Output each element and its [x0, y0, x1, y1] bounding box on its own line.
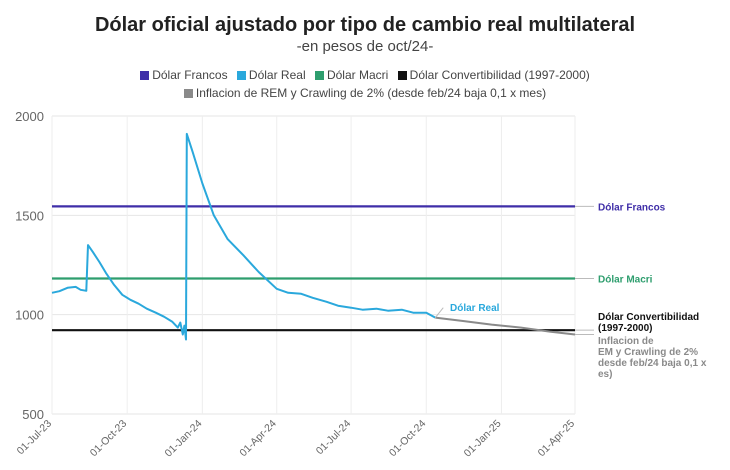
x-tick-label: 01-Apr-24: [237, 418, 279, 460]
legend-swatch-francos: [140, 71, 150, 80]
x-tick-label: 01-Jan-24: [163, 418, 205, 460]
legend-label-macri: Dólar Macri: [326, 68, 389, 82]
legend-item-francos[interactable]: Dólar Francos: [140, 66, 228, 84]
real-end-label: Dólar Real: [450, 303, 500, 314]
chart-subtitle: -en pesos de oct/24-: [296, 38, 434, 55]
y-tick-label: 2000: [15, 109, 44, 124]
real-leader: [434, 307, 444, 318]
legend: Dólar Francos Dólar Real Dólar Macri Dól…: [0, 66, 730, 102]
legend-swatch-real: [236, 71, 246, 80]
legend-item-real[interactable]: Dólar Real: [236, 66, 306, 84]
rem-projection-line: [435, 316, 576, 336]
x-tick-label: 01-Oct-23: [88, 418, 130, 460]
x-tick-label: 01-Jul-23: [15, 418, 55, 458]
legend-swatch-convertibilidad: [397, 71, 407, 80]
legend-label-convertibilidad: Dólar Convertibilidad (1997-2000): [409, 68, 590, 82]
chart-title: Dólar oficial ajustado por tipo de cambi…: [94, 14, 636, 36]
rem-end-label: Inflacion de EM y Crawling de 2% desde f…: [598, 336, 709, 380]
x-tick-label: 01-Oct-24: [387, 418, 429, 460]
convertibilidad-end-label: Dólar Convertibilidad (1997-2000): [598, 312, 699, 334]
x-tick-label: 01-Jan-25: [462, 418, 504, 460]
legend-label-francos: Dólar Francos: [152, 68, 228, 82]
grid-lines: [51, 115, 576, 415]
francos-end-label: Dólar Francos: [598, 202, 666, 213]
y-tick-label: 1000: [15, 308, 44, 323]
legend-item-rem[interactable]: Inflacion de REM y Crawling de 2% (desde…: [183, 84, 547, 102]
macri-end-label: Dólar Macri: [598, 275, 653, 286]
x-axis-ticks: 01-Jul-23 01-Oct-23 01-Jan-24 01-Apr-24 01-J…: [15, 418, 578, 460]
legend-label-real: Dólar Real: [248, 68, 306, 82]
legend-item-macri[interactable]: Dólar Macri: [314, 66, 389, 84]
y-tick-label: 1500: [15, 208, 44, 223]
dolar-real-line: [51, 132, 436, 341]
y-tick-label: 500: [22, 407, 44, 422]
x-tick-label: 01-Apr-25: [536, 418, 578, 460]
series-lines: [51, 132, 576, 341]
legend-label-rem: Inflacion de REM y Crawling de 2% (desde…: [195, 86, 547, 100]
legend-swatch-macri: [314, 71, 324, 80]
x-tick-label: 01-Jul-24: [314, 418, 354, 458]
legend-swatch-rem: [183, 89, 193, 98]
series-end-labels: Dólar Francos Dólar Macri Dólar Real Dólar …: [434, 202, 709, 380]
legend-item-convertibilidad[interactable]: Dólar Convertibilidad (1997-2000): [397, 66, 590, 84]
y-axis-ticks: 500 1000 1500 2000: [15, 109, 44, 422]
